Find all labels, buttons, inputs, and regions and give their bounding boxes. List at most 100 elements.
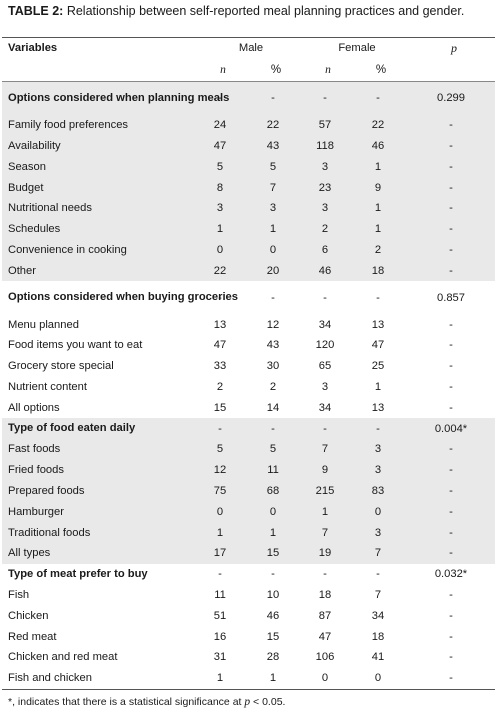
table-row: Traditional foods 1 1 7 3-	[2, 522, 495, 543]
p-value-cell: -	[407, 542, 495, 564]
female-n-cell: 47	[318, 630, 332, 643]
male-pct-cell: 5	[245, 156, 301, 178]
male-pct-cell: 28	[266, 651, 280, 664]
male-n-cell: 22	[195, 260, 245, 282]
table-row: All options 15 14 34 13 -	[2, 397, 495, 418]
row-label: Convenience in cooking	[2, 239, 195, 261]
male-pct-cell: 2	[269, 380, 277, 393]
p-value-cell: -	[449, 630, 453, 643]
female-pct-cell: 25	[371, 360, 385, 373]
male-pct-cell: 1	[269, 672, 277, 685]
row-label: Availability	[2, 135, 195, 157]
header-variables: Variables	[8, 42, 58, 55]
p-value-cell: -	[407, 218, 495, 240]
female-pct-cell: 41	[371, 651, 385, 664]
female-pct-cell: 3	[349, 459, 407, 481]
female-pct-cell: 3	[349, 522, 407, 543]
row-label: Fried foods	[2, 459, 195, 481]
male-pct-cell: -	[271, 291, 275, 304]
row-label: Fish	[8, 588, 30, 601]
p-value-cell: -	[407, 459, 495, 481]
footnote-p: p	[244, 696, 251, 708]
female-n-cell: -	[301, 418, 349, 439]
table-row: Prepared foods 75 68 215 83-	[2, 480, 495, 502]
male-n-cell: 11	[214, 588, 226, 601]
row-label: Fast foods	[2, 438, 195, 460]
female-pct-cell: -	[349, 81, 407, 115]
female-n-cell: 0	[321, 672, 329, 685]
male-n-cell: 12	[195, 459, 245, 481]
table-row: Season 5 5 3 1-	[2, 156, 495, 178]
female-n-cell: 120	[315, 339, 335, 352]
table-row: Budget 8 7 23 9-	[2, 177, 495, 198]
male-n-cell: 17	[195, 542, 245, 564]
male-pct-cell: 12	[266, 318, 280, 331]
male-n-cell: 3	[195, 197, 245, 219]
row-label: Food items you want to eat	[8, 339, 143, 352]
male-pct-cell: 1	[245, 218, 301, 240]
p-value-cell: -	[449, 609, 453, 622]
male-n-cell: 47	[195, 135, 245, 157]
female-n-cell: 106	[315, 651, 335, 664]
female-pct-cell: 13	[371, 401, 385, 414]
p-value-cell: 0.032*	[434, 568, 468, 581]
footnote-suffix: < 0.05.	[250, 696, 286, 708]
section-row: Type of meat prefer to buy - - - - 0.032*	[2, 564, 495, 585]
male-n-cell: -	[195, 81, 245, 115]
table-body: Options considered when planning meals - -…	[2, 81, 495, 689]
female-pct-cell: 83	[349, 480, 407, 502]
p-value-cell: -	[407, 135, 495, 157]
female-n-cell: 3	[301, 197, 349, 219]
subheader-row: n % n %	[2, 59, 495, 82]
table-row: Grocery store special 33 30 65 25 -	[2, 356, 495, 377]
female-n-cell: -	[301, 81, 349, 115]
female-pct-cell: 0	[374, 672, 382, 685]
p-value-cell: -	[407, 522, 495, 543]
female-pct-cell: 1	[349, 156, 407, 178]
p-value-cell: 0.004*	[407, 418, 495, 439]
table-row: Family food preferences 24 22 57 22-	[2, 114, 495, 136]
footnote-prefix: *, indicates that there is a statistical…	[8, 696, 245, 708]
data-table: Variables Male Female p n % n % Options …	[2, 37, 495, 690]
row-label: Menu planned	[8, 318, 79, 331]
table-row: Red meat 16 15 47 18 -	[2, 626, 495, 647]
header-p: p	[451, 40, 457, 55]
female-n-cell: 3	[301, 156, 349, 178]
female-n-cell: 7	[301, 438, 349, 460]
table-row: All types 17 15 19 7-	[2, 542, 495, 564]
row-label: Family food preferences	[2, 114, 195, 136]
row-label: Red meat	[8, 630, 57, 643]
female-n-cell: 6	[301, 239, 349, 261]
female-n-cell: 87	[318, 609, 332, 622]
subheader-female-pct: %	[375, 63, 387, 76]
female-n-cell: 19	[301, 542, 349, 564]
row-label: Nutritional needs	[2, 197, 195, 219]
female-pct-cell: 1	[349, 218, 407, 240]
row-label: Prepared foods	[2, 480, 195, 502]
female-pct-cell: 22	[349, 114, 407, 136]
female-n-cell: 9	[301, 459, 349, 481]
table-row: Chicken 51 46 87 34 -	[2, 605, 495, 626]
female-n-cell: -	[323, 291, 327, 304]
row-label: Other	[2, 260, 195, 282]
female-n-cell: 65	[318, 360, 332, 373]
p-value-cell: -	[449, 651, 453, 664]
p-value-cell: -	[449, 401, 453, 414]
male-n-cell: -	[218, 568, 222, 581]
female-pct-cell: 2	[349, 239, 407, 261]
row-label: Fish and chicken	[8, 672, 92, 685]
male-pct-cell: 7	[245, 177, 301, 198]
male-n-cell: 51	[213, 609, 227, 622]
male-pct-cell: -	[271, 568, 275, 581]
female-pct-cell: 7	[349, 542, 407, 564]
row-label: Chicken and red meat	[8, 651, 118, 664]
p-value-cell: -	[407, 480, 495, 502]
p-value-cell: -	[407, 114, 495, 136]
male-pct-cell: 43	[245, 135, 301, 157]
table-caption: TABLE 2: Relationship between self-repor…	[8, 4, 494, 19]
subheader-female-n: n	[325, 63, 331, 76]
female-pct-cell: 47	[371, 339, 385, 352]
female-pct-cell: -	[376, 291, 380, 304]
table-row: Nutritional needs 3 3 3 1-	[2, 197, 495, 219]
p-value-cell: 0.299	[407, 81, 495, 115]
